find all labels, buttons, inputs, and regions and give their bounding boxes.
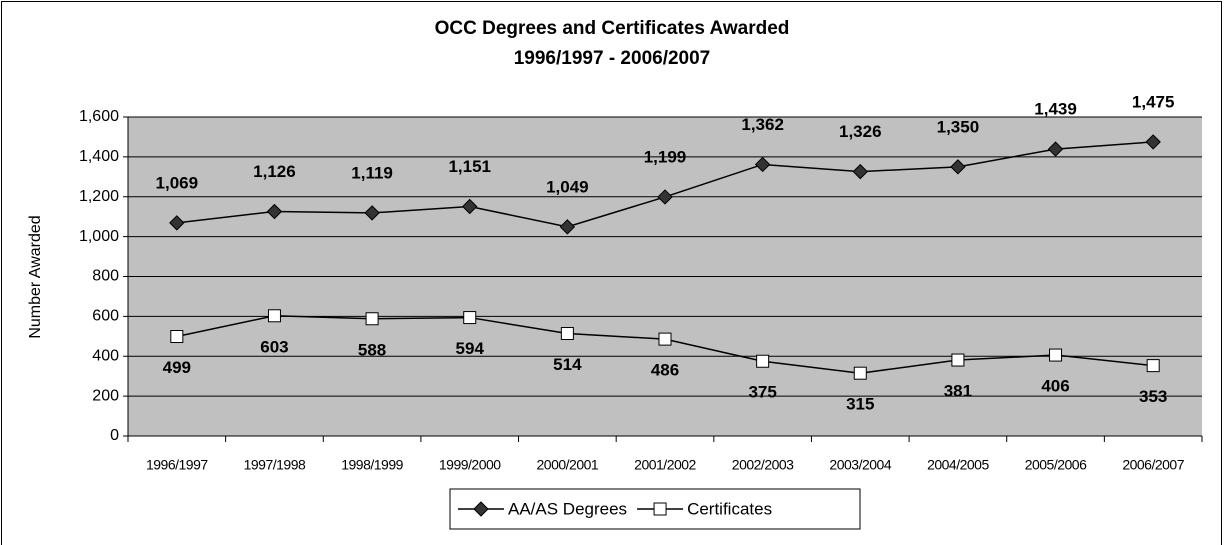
y-tick-label: 600 — [92, 308, 119, 325]
data-point — [950, 159, 966, 175]
legend-label: AA/AS Degrees — [508, 499, 627, 518]
x-tick-label: 1999/2000 — [439, 457, 501, 473]
y-tick-label: 1,600 — [79, 108, 119, 125]
data-point — [364, 205, 380, 221]
data-label: 375 — [748, 383, 776, 402]
legend-label: Certificates — [687, 499, 772, 518]
data-point — [1047, 141, 1064, 157]
data-label: 1,326 — [839, 122, 882, 141]
x-tick-label: 2004/2005 — [927, 457, 989, 473]
data-point — [463, 311, 477, 325]
data-label: 1,069 — [156, 173, 199, 192]
legend-marker — [473, 501, 489, 517]
data-point — [756, 354, 770, 368]
data-label: 1,199 — [644, 147, 687, 166]
chart-title: OCC Degrees and Certificates Awarded — [435, 18, 790, 39]
x-tick-label: 2002/2003 — [732, 457, 794, 473]
data-label: 603 — [260, 337, 288, 356]
data-point — [657, 189, 673, 205]
data-label: 499 — [163, 358, 191, 377]
data-label: 1,049 — [546, 177, 589, 196]
y-tick-label: 1,400 — [79, 148, 119, 165]
data-point — [267, 309, 281, 323]
data-point — [365, 312, 379, 326]
data-label: 1,119 — [351, 163, 393, 182]
data-label: 315 — [846, 395, 874, 414]
data-label: 1,362 — [741, 115, 784, 134]
data-label: 1,475 — [1132, 92, 1175, 111]
data-point — [266, 203, 283, 220]
data-point — [754, 156, 771, 173]
y-tick-label: 1,200 — [79, 188, 119, 205]
data-point — [559, 219, 576, 235]
data-point — [1146, 359, 1160, 373]
data-label: 381 — [944, 382, 972, 401]
data-point — [560, 327, 574, 341]
x-tick-label: 2000/2001 — [537, 457, 599, 473]
data-label: 486 — [651, 361, 679, 380]
data-point — [170, 330, 184, 344]
x-tick-label: 2006/2007 — [1122, 457, 1184, 473]
x-tick-label: 1996/1997 — [146, 457, 208, 473]
y-tick-label: 0 — [110, 427, 119, 444]
y-tick-label: 400 — [92, 347, 119, 364]
data-label: 514 — [553, 355, 582, 374]
data-point — [1049, 348, 1063, 362]
x-tick-label: 2001/2002 — [634, 457, 696, 473]
data-label: 353 — [1139, 387, 1167, 406]
data-label: 406 — [1041, 377, 1069, 396]
data-label: 1,350 — [937, 117, 980, 136]
y-tick-label: 200 — [92, 387, 119, 404]
chart-subtitle: 1996/1997 - 2006/2007 — [514, 48, 711, 69]
x-tick-label: 2005/2006 — [1025, 457, 1087, 473]
y-axis-label: Number Awarded — [27, 215, 44, 338]
y-tick-label: 800 — [92, 268, 119, 285]
data-label: 1,151 — [448, 157, 491, 176]
data-label: 1,126 — [253, 162, 296, 181]
data-point — [169, 215, 185, 231]
y-tick-label: 1,000 — [79, 228, 119, 245]
legend-marker — [653, 502, 667, 516]
data-label: 594 — [456, 339, 485, 358]
data-point — [951, 353, 965, 367]
data-label: 1,439 — [1034, 100, 1077, 119]
data-point — [1145, 134, 1161, 150]
data-point — [853, 366, 867, 380]
data-point — [462, 198, 478, 215]
x-tick-label: 1997/1998 — [244, 457, 306, 473]
x-tick-label: 2003/2004 — [829, 457, 891, 473]
data-point — [852, 163, 868, 180]
data-point — [658, 332, 672, 346]
x-tick-label: 1998/1999 — [341, 457, 403, 473]
data-label: 588 — [358, 340, 386, 359]
